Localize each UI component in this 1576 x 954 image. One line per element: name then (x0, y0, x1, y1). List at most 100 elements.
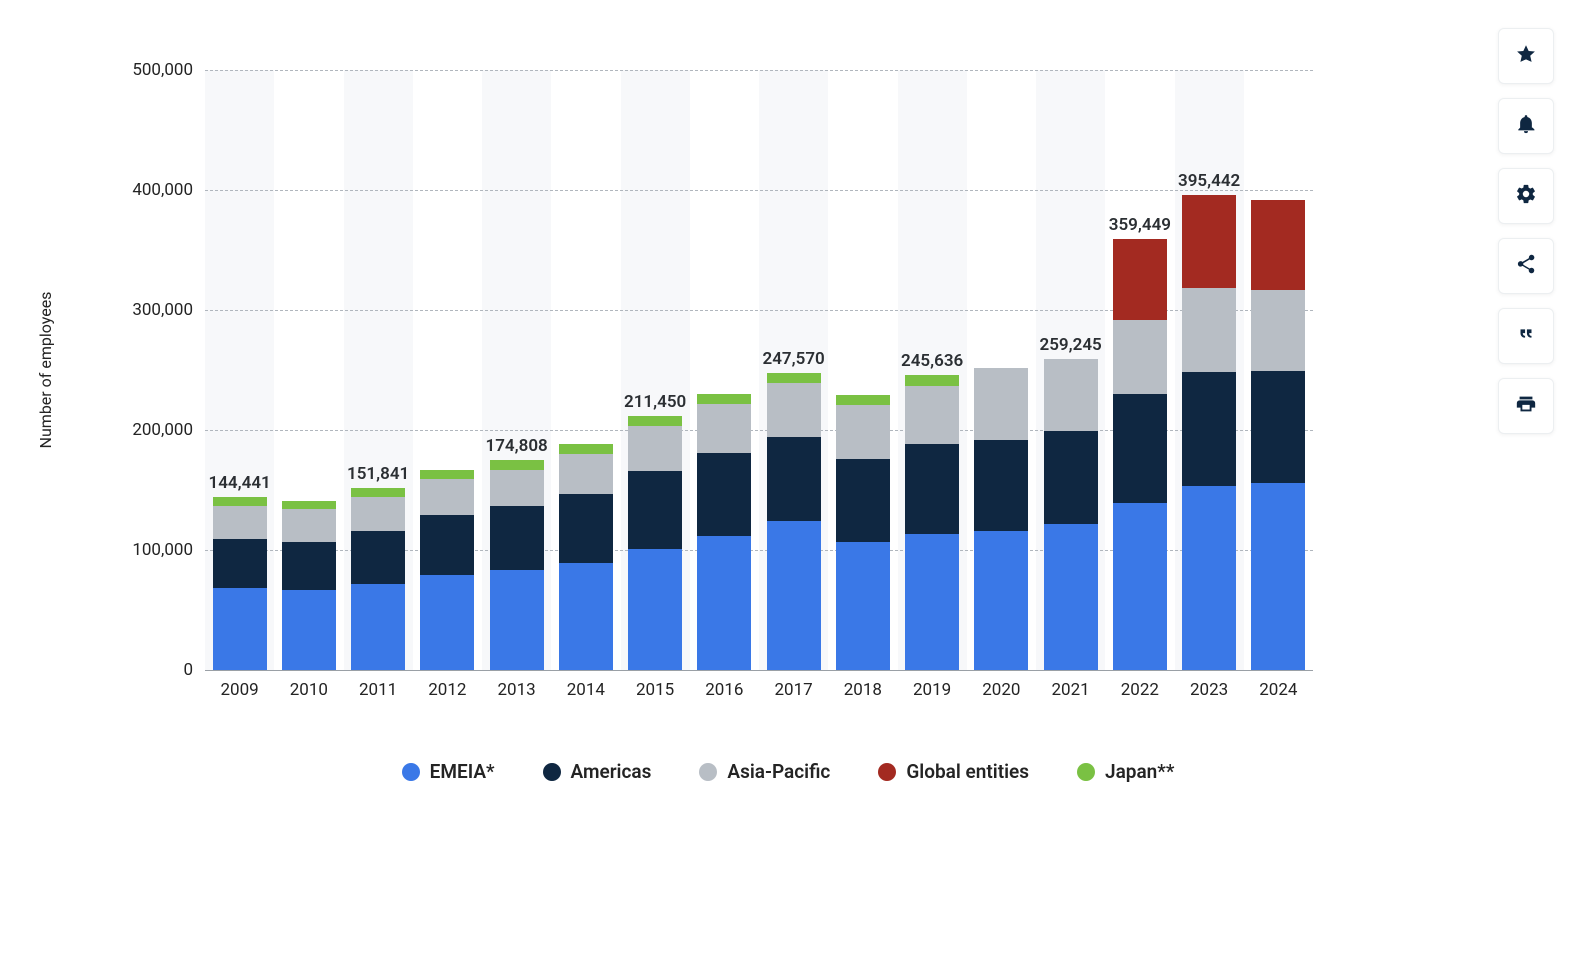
bar[interactable]: 359,4492022 (1113, 70, 1167, 670)
bar-segment (1113, 503, 1167, 670)
y-tick-label: 200,000 (132, 420, 205, 440)
bar-segment (974, 368, 1028, 440)
bar[interactable]: 2012 (420, 70, 474, 670)
legend-label: Asia-Pacific (727, 760, 830, 783)
bar-segment (1251, 483, 1305, 670)
legend-item[interactable]: Americas (543, 760, 652, 783)
plot-area: 0100,000200,000300,000400,000500,000Numb… (205, 70, 1313, 670)
bar-segment (490, 470, 544, 506)
bar[interactable]: 174,8082013 (490, 70, 544, 670)
bar-segment (767, 373, 821, 383)
bar[interactable]: 144,4412009 (213, 70, 267, 670)
bar[interactable]: 247,5702017 (767, 70, 821, 670)
bar-segment (420, 479, 474, 515)
legend-label: EMEIA* (430, 760, 495, 783)
print-icon (1515, 393, 1537, 419)
bar[interactable]: 259,2452021 (1044, 70, 1098, 670)
bar[interactable]: 395,4422023 (1182, 70, 1236, 670)
bell-icon (1515, 113, 1537, 139)
legend-item[interactable]: Asia-Pacific (699, 760, 830, 783)
legend: EMEIA* Americas Asia-Pacific Global entitie… (0, 760, 1576, 783)
legend-item[interactable]: Japan** (1077, 760, 1174, 783)
bar-segment (1044, 431, 1098, 523)
alerts-button[interactable] (1498, 98, 1554, 154)
bar-total-label: 144,441 (208, 473, 270, 493)
bar[interactable]: 245,6362019 (905, 70, 959, 670)
quote-icon (1515, 323, 1537, 349)
x-tick-label: 2014 (567, 670, 605, 700)
bar-segment (420, 575, 474, 670)
x-tick-label: 2023 (1190, 670, 1228, 700)
legend-swatch (878, 763, 896, 781)
bar-segment (351, 584, 405, 670)
bar-total-label: 245,636 (901, 351, 963, 371)
bar-segment (628, 549, 682, 670)
bar-segment (213, 506, 267, 540)
bar-segment (282, 590, 336, 670)
bar[interactable]: 2016 (697, 70, 751, 670)
bar[interactable]: 2020 (974, 70, 1028, 670)
y-tick-label: 100,000 (132, 540, 205, 560)
cite-button[interactable] (1498, 308, 1554, 364)
legend-swatch (1077, 763, 1095, 781)
bar-segment (351, 531, 405, 584)
x-tick-label: 2022 (1121, 670, 1159, 700)
bar[interactable]: 2024 (1251, 70, 1305, 670)
bar-segment (1044, 359, 1098, 431)
bar-total-label: 211,450 (624, 392, 686, 412)
settings-button[interactable] (1498, 168, 1554, 224)
bar[interactable]: 211,4502015 (628, 70, 682, 670)
bar-segment (1113, 394, 1167, 503)
y-tick-label: 500,000 (132, 60, 205, 80)
bar-segment (490, 460, 544, 469)
x-tick-label: 2010 (290, 670, 328, 700)
bar-segment (213, 588, 267, 670)
bar-segment (490, 570, 544, 670)
bar-segment (697, 453, 751, 536)
bar-segment (767, 521, 821, 670)
favorite-button[interactable] (1498, 28, 1554, 84)
bar-segment (767, 437, 821, 521)
bar-total-label: 359,449 (1109, 215, 1171, 235)
bar-segment (905, 386, 959, 445)
y-tick-label: 400,000 (132, 180, 205, 200)
print-button[interactable] (1498, 378, 1554, 434)
bar-segment (1182, 195, 1236, 288)
y-tick-label: 0 (183, 660, 205, 680)
bar-segment (420, 470, 474, 480)
gear-icon (1515, 183, 1537, 209)
bar[interactable]: 2010 (282, 70, 336, 670)
star-icon (1515, 43, 1537, 69)
legend-label: Global entities (906, 760, 1029, 783)
bar-total-label: 247,570 (762, 349, 824, 369)
bar[interactable]: 2018 (836, 70, 890, 670)
bar-segment (1251, 200, 1305, 290)
y-axis-label: Number of employees (36, 292, 55, 449)
bar[interactable]: 2014 (559, 70, 613, 670)
bar-segment (420, 515, 474, 575)
legend-item[interactable]: Global entities (878, 760, 1029, 783)
x-tick-label: 2012 (428, 670, 466, 700)
bar-segment (559, 494, 613, 564)
bar-segment (351, 488, 405, 497)
bar-segment (974, 531, 1028, 670)
bar-segment (1251, 371, 1305, 483)
bar-segment (767, 383, 821, 437)
bar-segment (628, 416, 682, 426)
share-button[interactable] (1498, 238, 1554, 294)
bar-segment (974, 440, 1028, 531)
x-tick-label: 2018 (844, 670, 882, 700)
y-tick-label: 300,000 (132, 300, 205, 320)
legend-swatch (402, 763, 420, 781)
x-tick-label: 2016 (705, 670, 743, 700)
bar-segment (628, 426, 682, 470)
bar[interactable]: 151,8412011 (351, 70, 405, 670)
bar-segment (1182, 372, 1236, 486)
bar-segment (836, 542, 890, 670)
bar-segment (836, 395, 890, 405)
toolbar (1498, 28, 1554, 434)
bar-segment (490, 506, 544, 571)
bar-segment (559, 444, 613, 454)
legend-item[interactable]: EMEIA* (402, 760, 495, 783)
bar-segment (1113, 239, 1167, 320)
